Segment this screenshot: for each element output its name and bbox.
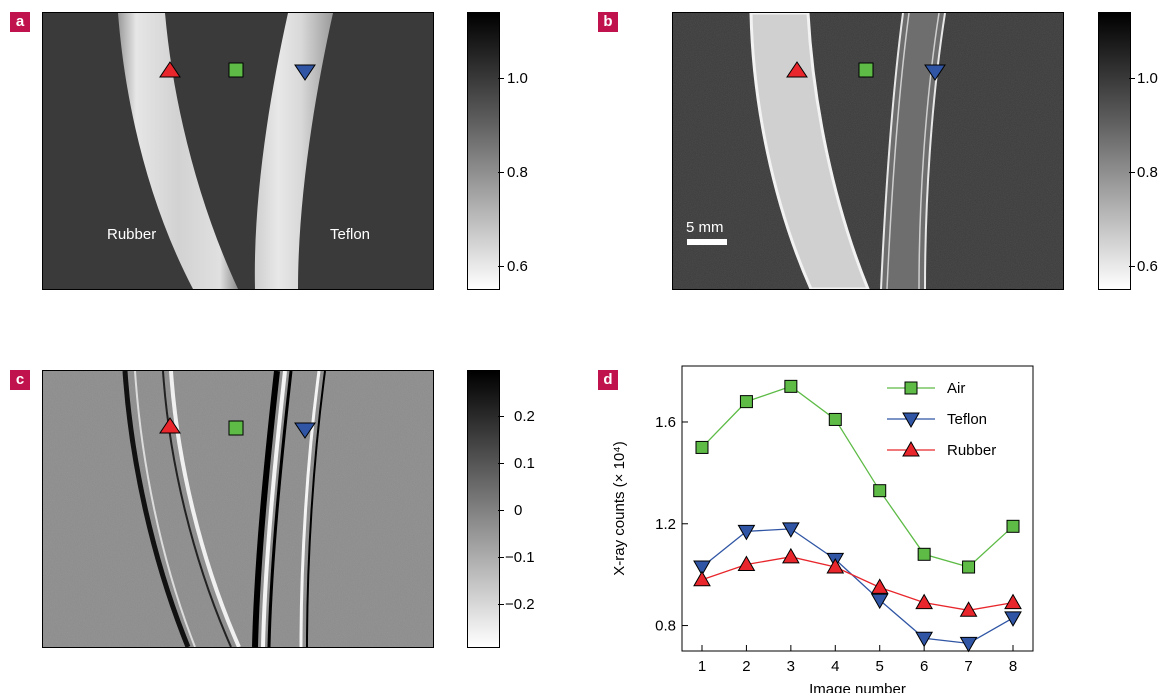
- air-marker-icon: [228, 420, 244, 436]
- teflon-tube: [881, 13, 945, 289]
- x-tick-label: 6: [920, 658, 928, 675]
- colorbar-c-tick-4: −0.1: [505, 549, 535, 566]
- label-teflon: Teflon: [330, 226, 371, 243]
- data-point-air: [917, 547, 931, 561]
- y-tick-label: 1.2: [655, 516, 676, 533]
- scale-bar: [687, 239, 727, 245]
- colorbar-c-tick-1: 0.2: [514, 408, 535, 425]
- image-panel-c: [42, 370, 434, 648]
- teflon-marker-icon: [924, 64, 946, 81]
- series-line-air: [701, 385, 1014, 568]
- teflon-tube-edge: [252, 371, 280, 647]
- data-point-teflon: [915, 631, 934, 648]
- panel-label-a: a: [10, 12, 30, 32]
- data-point-teflon: [1004, 611, 1022, 627]
- teflon-marker-icon: [294, 64, 316, 81]
- label-rubber: Rubber: [107, 226, 157, 243]
- x-tick-label: 7: [964, 658, 972, 675]
- data-point-rubber: [870, 578, 889, 594]
- y-tick-label: 1.6: [655, 414, 676, 431]
- y-tick-label: 0.8: [655, 618, 676, 635]
- colorbar-a-tick-3: 0.6: [507, 258, 528, 275]
- data-point-teflon: [870, 593, 889, 610]
- colorbar-c-tick-5: −0.2: [505, 596, 535, 613]
- data-point-air: [695, 440, 709, 454]
- plot-frame: [681, 365, 1034, 652]
- legend-label-rubber: Rubber: [947, 442, 996, 459]
- legend-marker-air: [904, 381, 918, 395]
- panel-label-c: c: [10, 370, 30, 390]
- data-point-air: [1006, 519, 1020, 533]
- colorbar-a: [467, 12, 500, 290]
- colorbar-b-tick-1: 1.0: [1137, 70, 1158, 87]
- x-tick-label: 2: [742, 658, 750, 675]
- data-point-rubber: [781, 547, 800, 564]
- data-point-rubber: [959, 601, 978, 617]
- x-tick-label: 8: [1009, 658, 1017, 675]
- scale-bar-label: 5 mm: [686, 219, 724, 236]
- series-line-teflon: [701, 528, 1014, 645]
- x-tick-label: 3: [787, 658, 795, 675]
- legend-label-air: Air: [947, 380, 965, 397]
- legend-label-teflon: Teflon: [947, 411, 987, 428]
- x-axis-label: Image number: [809, 681, 906, 693]
- tube-image-a: [118, 13, 333, 289]
- colorbar-a-tick-1: 1.0: [507, 70, 528, 87]
- colorbar-b: [1098, 12, 1131, 290]
- image-panel-b: 5 mm: [672, 12, 1064, 290]
- data-point-air: [784, 379, 798, 393]
- data-point-rubber: [1004, 593, 1022, 610]
- panel-label-b: b: [598, 12, 618, 32]
- colorbar-b-tick-3: 0.6: [1137, 258, 1158, 275]
- series-line-rubber: [701, 556, 1014, 611]
- data-point-rubber: [915, 593, 934, 610]
- rubber-marker-icon: [159, 417, 181, 434]
- legend-marker-teflon: [902, 412, 920, 429]
- rubber-marker-icon: [159, 61, 181, 78]
- air-marker-icon: [858, 62, 874, 78]
- data-point-rubber: [737, 555, 756, 571]
- legend-marker-rubber: [902, 440, 920, 457]
- data-point-air: [828, 412, 842, 426]
- tube-image-b: [673, 13, 1063, 289]
- colorbar-c-tick-2: 0.1: [514, 455, 535, 472]
- data-point-teflon: [693, 560, 711, 577]
- data-point-rubber: [826, 558, 845, 574]
- data-point-teflon: [737, 524, 756, 541]
- x-tick-label: 4: [831, 658, 839, 675]
- data-point-teflon: [959, 636, 978, 653]
- panel-label-d: d: [598, 370, 618, 390]
- rubber-tube: [118, 13, 238, 289]
- tube-image-c: [43, 371, 433, 647]
- colorbar-c: [467, 370, 500, 648]
- teflon-tube: [254, 13, 333, 289]
- colorbar-a-tick-2: 0.8: [507, 164, 528, 181]
- data-point-rubber: [693, 570, 711, 587]
- x-tick-label: 5: [876, 658, 884, 675]
- data-point-air: [739, 395, 753, 409]
- rubber-tube: [751, 13, 868, 289]
- rubber-marker-icon: [786, 61, 808, 78]
- rubber-tube-edge: [122, 371, 191, 647]
- data-point-air: [962, 560, 976, 574]
- line-chart: 1 2 3 4 5 6 7 8 0.8 1.2 1.6 Image number X-ray count…: [611, 365, 1034, 693]
- air-marker-icon: [228, 62, 244, 78]
- x-tick-label: 1: [698, 658, 706, 675]
- teflon-marker-icon: [294, 422, 316, 439]
- data-point-teflon: [781, 522, 800, 538]
- data-point-air: [873, 484, 887, 498]
- colorbar-b-tick-2: 0.8: [1137, 164, 1158, 181]
- y-axis-label: X-ray counts (× 10⁴): [611, 441, 628, 575]
- image-panel-a: Rubber Teflon: [42, 12, 434, 290]
- colorbar-c-tick-3: 0: [514, 502, 523, 519]
